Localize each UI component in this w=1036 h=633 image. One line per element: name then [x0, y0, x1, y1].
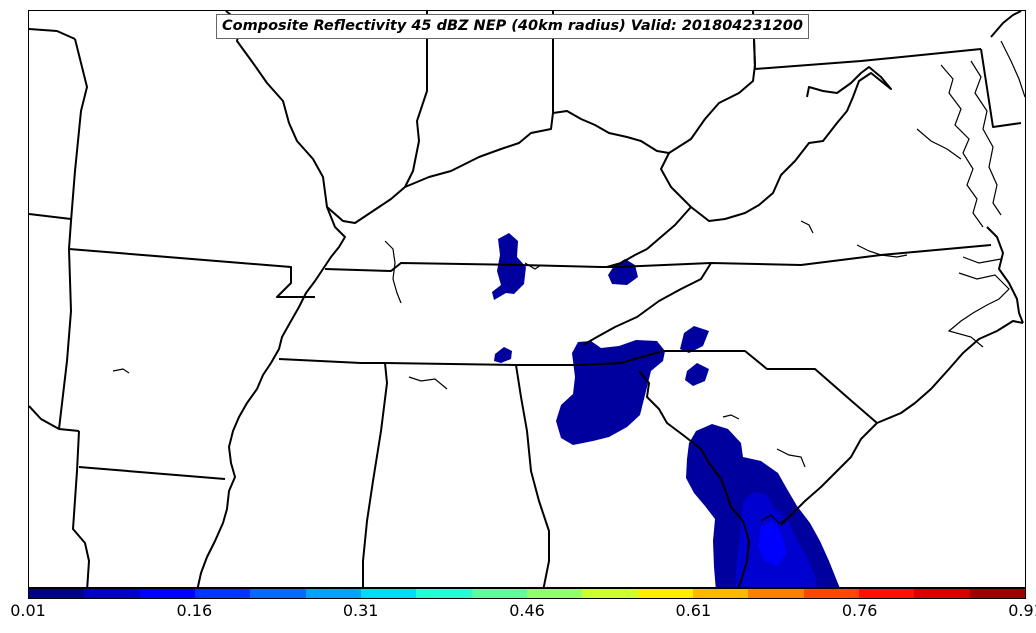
texas-arkansas-border [72, 430, 90, 587]
missouri-kansas-border [68, 38, 88, 250]
colorbar-segment [748, 589, 804, 598]
colorbar-segment [29, 589, 85, 598]
tennessee-virginia-border [618, 244, 992, 268]
coastline-detail [112, 40, 1025, 524]
prob-area-north-georgia [556, 340, 665, 445]
prob-area-carolina-foothills [680, 326, 709, 353]
colorbar-segment [305, 589, 361, 598]
colorbar-tick-label: 0.61 [675, 601, 712, 620]
guntersville-lake [408, 376, 448, 390]
colorbar-segment [637, 589, 693, 598]
prob-area-small-south-tennessee [494, 347, 512, 363]
sea-islands [760, 514, 788, 524]
colorbar-tick-label: 0.46 [509, 601, 545, 620]
new-jersey-coast [990, 11, 1022, 38]
mississippi-river-border [196, 11, 346, 587]
colorbar-tick-label: 0.76 [841, 601, 878, 620]
colorbar-segment [84, 589, 140, 598]
north-carolina-south-carolina-border [663, 350, 878, 424]
lake-norman [800, 220, 814, 234]
missouri-arkansas-border [68, 248, 315, 298]
west-virginia-virginia-border [690, 66, 892, 222]
colorbar-segment [526, 589, 583, 598]
colorbar-segment [360, 589, 417, 598]
arkansas-river-detail [112, 368, 130, 374]
colorbar-tick-label: 0.91 [1008, 601, 1036, 620]
missouri-iowa-border [29, 28, 76, 40]
virginia-chesapeake [986, 226, 1024, 324]
alabama-georgia-border [515, 364, 550, 587]
pennsylvania-maryland-border [754, 48, 982, 70]
chesapeake-bay-west [940, 64, 984, 228]
map-svg [29, 11, 1025, 587]
kentucky-lake [384, 240, 402, 304]
illinois-indiana-border [404, 11, 428, 188]
probability-layer [492, 233, 840, 587]
map-panel [28, 10, 1026, 588]
albemarle-sound [962, 256, 1002, 264]
ohio-river-indiana [372, 110, 670, 212]
chesapeake-bay-east [970, 60, 1002, 216]
colorbar-segment [914, 589, 970, 598]
delaware-bay [1000, 40, 1025, 98]
colorbar-segment [803, 589, 859, 598]
arkansas-louisiana-border [78, 466, 226, 480]
prob-area-central-tennessee [492, 233, 526, 300]
delaware-border [980, 48, 1022, 128]
probability-colorbar [28, 588, 1026, 599]
tennessee-north-carolina-border [582, 262, 712, 346]
mississippi-alabama-border [362, 362, 388, 587]
colorbar-tick-label: 0.16 [176, 601, 213, 620]
kentucky-tennessee-border [324, 262, 619, 272]
colorbar-segment [692, 589, 749, 598]
oklahoma-arkansas-border [58, 248, 72, 430]
lake-hartwell [722, 414, 740, 420]
kerr-lake [856, 244, 908, 258]
colorbar-segment [969, 589, 1025, 598]
kentucky-west-virginia-border [606, 152, 692, 268]
colorbar-segment [582, 589, 638, 598]
kansas-oklahoma-border [29, 213, 72, 220]
colorbar-segment [250, 589, 306, 598]
georgia-south-carolina-savannah-river [638, 370, 750, 587]
cumberland-lake [524, 262, 542, 270]
colorbar-tick-label: 0.31 [342, 601, 379, 620]
state-boundaries [29, 11, 1024, 587]
potomac-river [916, 128, 962, 160]
virginia-north-carolina-coast [876, 320, 1024, 424]
pamlico-sound [947, 272, 1010, 348]
lake-marion [776, 448, 806, 468]
map-title: Composite Reflectivity 45 dBZ NEP (40km … [216, 14, 809, 39]
prob-area-small-carolina [685, 363, 709, 386]
colorbar-segment [858, 589, 915, 598]
carolina-coast-south [780, 422, 878, 526]
colorbar-segment [139, 589, 195, 598]
colorbar-segment [194, 589, 251, 598]
colorbar-segment [471, 589, 527, 598]
ohio-river-illinois [326, 206, 374, 224]
colorbar-tick-label: 0.01 [10, 601, 46, 620]
prob-area-coastal-georgia-peak [758, 521, 786, 566]
colorbar-segment [416, 589, 472, 598]
oklahoma-texas-border [29, 405, 80, 432]
